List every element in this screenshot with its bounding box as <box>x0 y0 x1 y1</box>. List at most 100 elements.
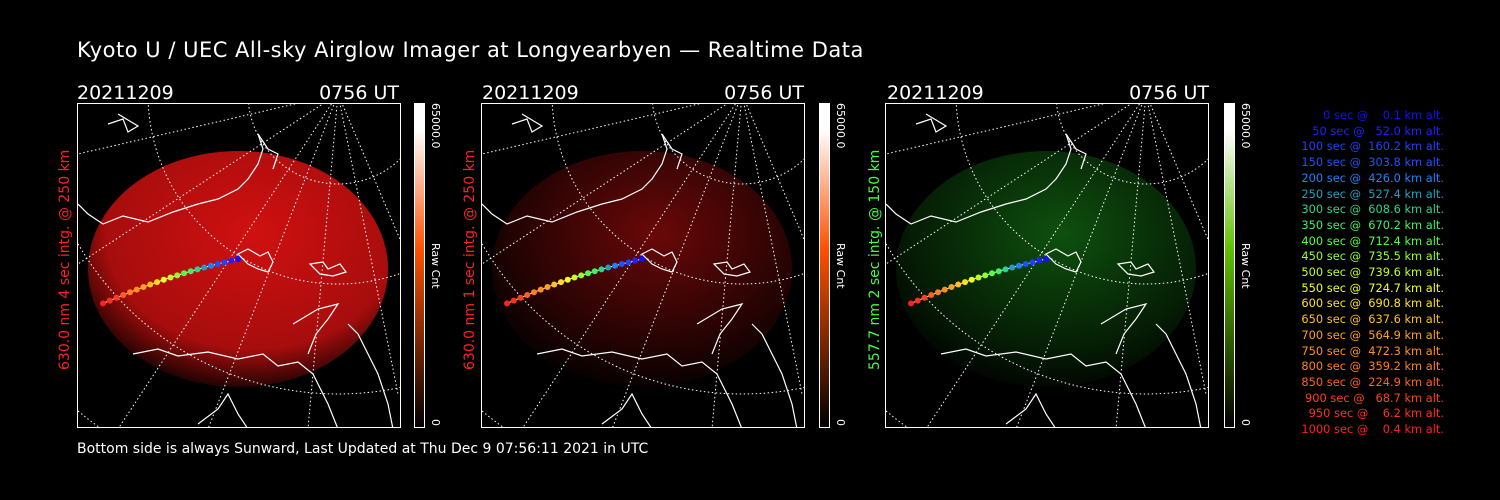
trajectory-point <box>187 268 194 275</box>
trajectory-point <box>571 274 578 281</box>
panel-3-time: 0756 UT <box>1129 82 1209 104</box>
trajectory-point <box>585 270 591 277</box>
legend-item: 700 sec @ 564.9 km alt. <box>1297 327 1444 342</box>
panel-2-cbar-unit: Raw Cnt <box>834 243 847 289</box>
trajectory-point <box>639 256 645 262</box>
trajectory-point <box>228 257 235 264</box>
panel-2-cbar-max: 65000.0 <box>834 103 847 149</box>
trajectory-point <box>612 262 618 269</box>
panel-3-cbar-max: 65000.0 <box>1239 103 1252 149</box>
trajectory-point <box>167 274 174 281</box>
coastlines <box>886 113 1202 427</box>
panel-map-graphic <box>886 104 1208 427</box>
trajectory-point <box>221 259 228 266</box>
trajectory-point <box>1043 256 1049 262</box>
trajectory-point <box>928 292 935 299</box>
trajectory-point <box>989 270 995 277</box>
legend-item: 800 sec @ 359.2 km alt. <box>1297 359 1444 374</box>
trajectory-point <box>120 292 127 299</box>
panel-3-colorbar <box>1224 103 1235 428</box>
trajectory-point <box>982 272 989 279</box>
panel-1-ylabel: 630.0 nm 4 sec intg. @ 250 km <box>57 149 73 370</box>
coastlines <box>482 113 798 427</box>
trajectory-point <box>1029 259 1036 266</box>
panel-2-ylabel: 630.0 nm 1 sec intg. @ 250 km <box>462 149 478 370</box>
legend-item: 50 sec @ 52.0 km alt. <box>1305 123 1444 138</box>
panel-2-time: 0756 UT <box>724 82 804 104</box>
trajectory-point <box>214 261 221 268</box>
trajectory-point <box>106 297 113 304</box>
trajectory-point <box>140 284 147 291</box>
trajectory-point <box>968 276 975 283</box>
trajectory-point <box>100 300 106 307</box>
trajectory-point <box>955 281 962 288</box>
legend-item: 350 sec @ 670.2 km alt. <box>1297 217 1444 232</box>
trajectory-legend: 0 sec @ 0.1 km alt. 50 sec @ 52.0 km alt… <box>1262 108 1444 438</box>
legend-item: 850 sec @ 224.9 km alt. <box>1297 374 1444 389</box>
trajectory-point <box>625 259 632 266</box>
panel-2-date: 20211209 <box>482 82 579 104</box>
panel-1-cbar-unit: Raw Cnt <box>429 243 442 289</box>
trajectory-point <box>147 281 154 288</box>
trajectory-point <box>544 284 551 291</box>
legend-item: 150 sec @ 303.8 km alt. <box>1297 155 1444 170</box>
trajectory-point <box>948 284 955 291</box>
trajectory-point <box>1002 266 1009 273</box>
trajectory-point <box>127 289 133 296</box>
trajectory-point <box>235 256 241 262</box>
trajectory-point <box>975 274 982 281</box>
panel-1-cbar-max: 65000.0 <box>429 103 442 149</box>
trajectory-point <box>558 279 564 286</box>
trajectory-point <box>551 281 558 288</box>
trajectory-point <box>181 270 187 277</box>
trajectory-point <box>208 262 214 269</box>
trajectory-point <box>194 266 201 273</box>
trajectory-point <box>908 300 914 307</box>
panel-1-image <box>77 103 401 428</box>
panel-1-colorbar <box>414 103 425 428</box>
trajectory-point <box>921 294 928 301</box>
legend-item: 250 sec @ 527.4 km alt. <box>1297 186 1444 201</box>
legend-item: 1000 sec @ 0.4 km alt. <box>1301 422 1444 437</box>
footer-note: Bottom side is always Sunward, Last Upda… <box>77 441 649 457</box>
legend-item: 400 sec @ 712.4 km alt. <box>1297 233 1444 248</box>
airglow-disc <box>88 151 388 387</box>
trajectory-point <box>524 292 531 299</box>
trajectory-point <box>962 279 968 286</box>
trajectory-point <box>914 297 921 304</box>
legend-item: 200 sec @ 426.0 km alt. <box>1297 170 1444 185</box>
legend-item: 500 sec @ 739.6 km alt. <box>1297 265 1444 280</box>
trajectory-point <box>564 276 571 283</box>
page-title: Kyoto U / UEC All-sky Airglow Imager at … <box>77 38 864 62</box>
panel-3-ylabel: 557.7 nm 2 sec intg. @ 150 km <box>867 149 883 370</box>
trajectory-point <box>113 294 120 301</box>
trajectory-point <box>995 268 1002 275</box>
legend-item: 750 sec @ 472.3 km alt. <box>1297 343 1444 358</box>
trajectory-point <box>935 289 941 296</box>
legend-item: 450 sec @ 735.5 km alt. <box>1297 249 1444 264</box>
legend-item: 600 sec @ 690.8 km alt. <box>1297 296 1444 311</box>
panel-1-cbar-min: 0 <box>429 419 442 426</box>
trajectory-point <box>598 266 605 273</box>
panel-2-colorbar <box>819 103 830 428</box>
airglow-disc <box>896 151 1196 387</box>
panel-map-graphic <box>482 104 804 427</box>
panel-1-date: 20211209 <box>77 82 174 104</box>
trajectory-point <box>618 261 625 268</box>
trajectory-point <box>578 272 585 279</box>
trajectory-point <box>517 294 524 301</box>
panel-1-time: 0756 UT <box>319 82 399 104</box>
trajectory-point <box>605 264 612 271</box>
trajectory-point <box>1022 261 1029 268</box>
legend-item: 0 sec @ 0.1 km alt. <box>1312 108 1444 122</box>
trajectory-point <box>201 264 208 271</box>
panel-2-image <box>481 103 805 428</box>
airglow-disc <box>492 151 792 387</box>
legend-item: 650 sec @ 637.6 km alt. <box>1297 312 1444 327</box>
legend-item: 300 sec @ 608.6 km alt. <box>1297 202 1444 217</box>
panel-3-cbar-min: 0 <box>1239 419 1252 426</box>
trajectory-point <box>510 297 517 304</box>
coastlines <box>78 113 394 427</box>
trajectory-point <box>1009 264 1016 271</box>
legend-item: 100 sec @ 160.2 km alt. <box>1297 139 1444 154</box>
